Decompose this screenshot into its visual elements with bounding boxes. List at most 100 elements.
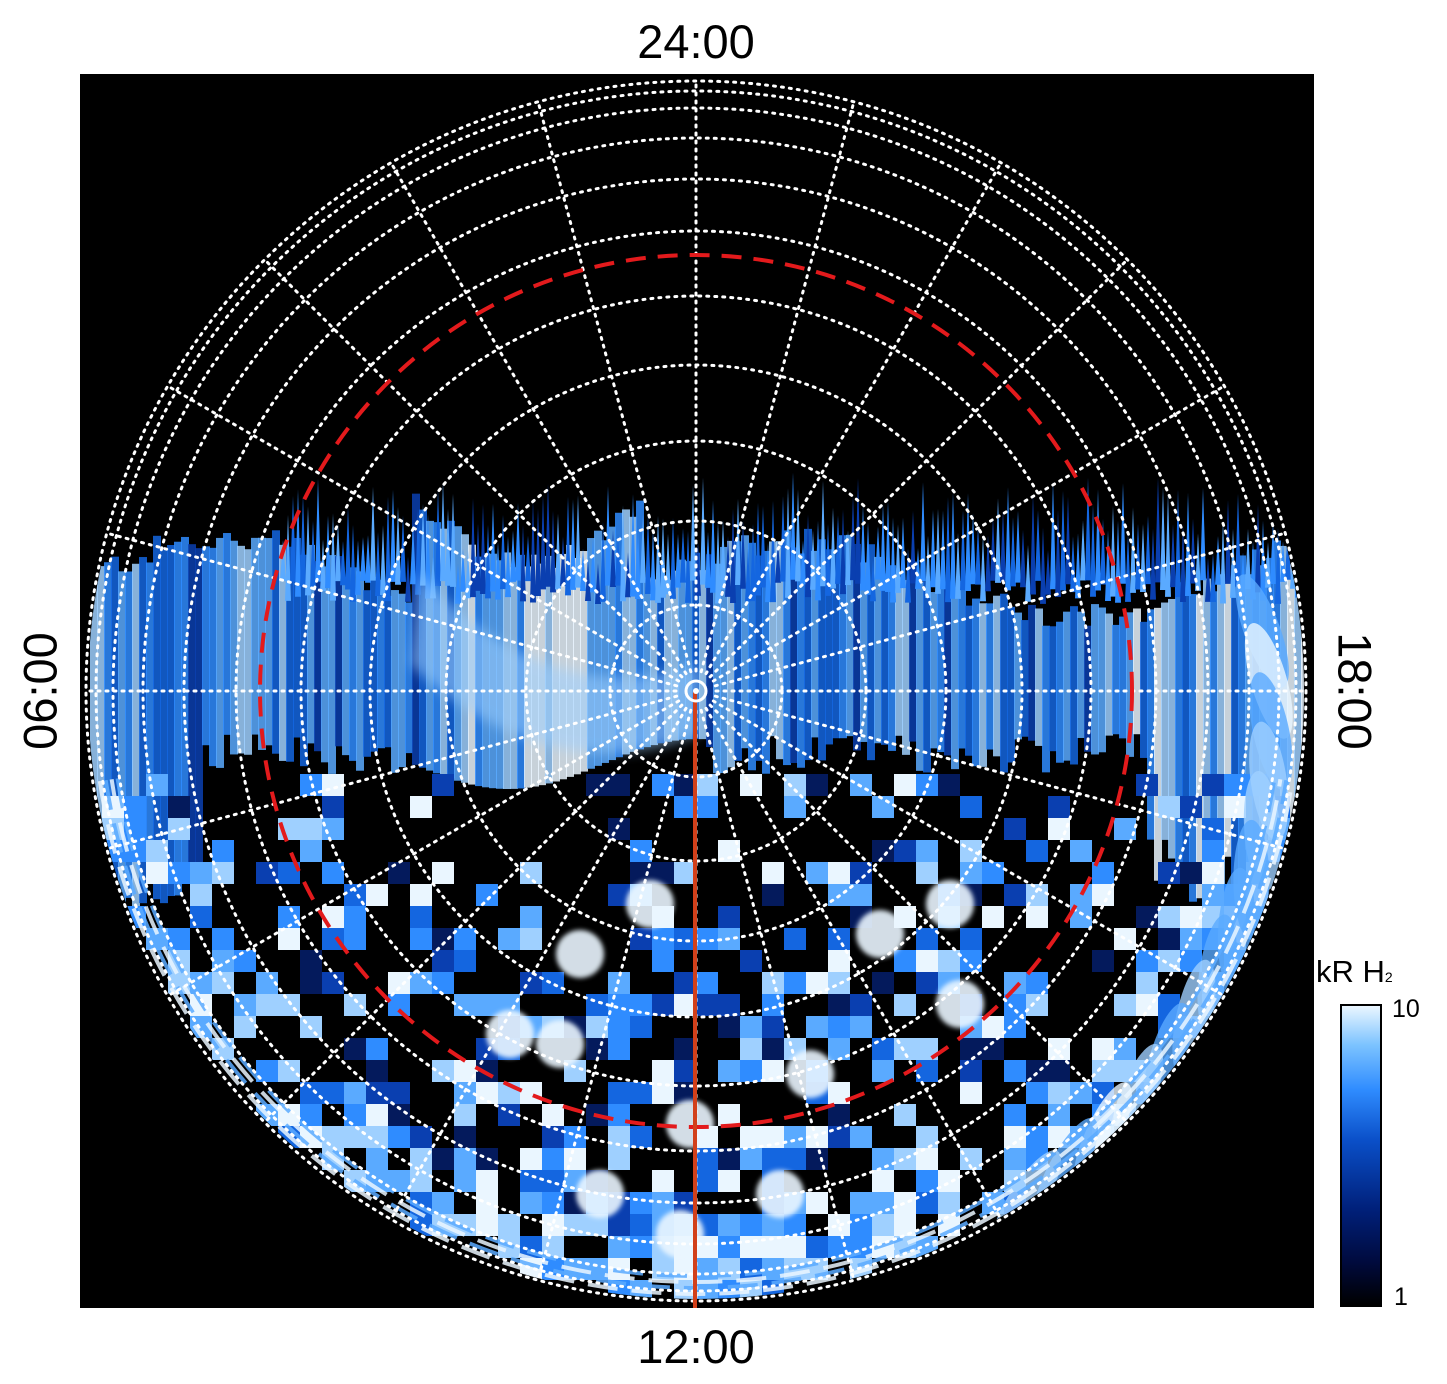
emission-streak	[573, 557, 581, 775]
emission-spike	[1255, 504, 1261, 593]
emission-streak	[1070, 606, 1078, 765]
emission-patch	[1048, 818, 1070, 840]
emission-patch	[1158, 796, 1180, 818]
emission-streak	[244, 549, 252, 755]
emission-spike	[725, 535, 731, 597]
emission-patch	[322, 774, 344, 796]
emission-patch	[586, 994, 608, 1016]
emission-streak	[1245, 574, 1253, 850]
emission-streak	[279, 544, 287, 761]
emission-patch	[322, 928, 344, 950]
emission-streak	[1301, 546, 1304, 914]
emission-spike	[845, 530, 851, 585]
emission-spike	[945, 497, 951, 603]
meridian-line	[713, 694, 1287, 851]
emission-patch	[344, 1082, 366, 1104]
emission-spike	[745, 548, 751, 602]
emission-spike	[1070, 536, 1076, 593]
emission-patch	[916, 862, 938, 884]
emission-streak	[300, 554, 308, 767]
emission-spike	[520, 524, 526, 602]
emission-patch	[476, 1214, 498, 1236]
emission-patch	[982, 1016, 1004, 1038]
emission-patch	[520, 972, 542, 994]
emission-streak	[1147, 609, 1155, 840]
emission-patch	[784, 774, 806, 796]
emission-spike	[360, 537, 366, 581]
emission-spike	[480, 504, 486, 595]
emission-patch	[674, 1038, 696, 1060]
emission-spike	[525, 535, 531, 582]
emission-spike	[860, 505, 866, 591]
emission-patch	[652, 1170, 674, 1192]
emission-streak	[944, 581, 952, 756]
emission-patch	[828, 1016, 850, 1038]
emission-patch	[300, 840, 322, 862]
emission-spike	[830, 507, 836, 589]
emission-patch	[454, 1060, 476, 1082]
emission-patch	[454, 994, 476, 1016]
emission-patch	[322, 972, 344, 994]
meridian-line	[166, 699, 681, 998]
emission-patch	[828, 972, 850, 994]
emission-patch	[1158, 928, 1180, 950]
emission-spike	[670, 517, 676, 599]
emission-spike	[1150, 528, 1156, 600]
emission-streak	[363, 590, 371, 757]
emission-patch	[300, 950, 322, 972]
emission-streak	[783, 530, 791, 766]
emission-spike	[1275, 527, 1281, 604]
emission-patch	[212, 862, 234, 884]
emission-patch	[916, 928, 938, 950]
emission-patch	[718, 994, 740, 1016]
emission-streak	[1196, 595, 1204, 899]
emission-streak	[160, 549, 168, 904]
emission-streak	[1014, 612, 1022, 740]
emission-spike	[1165, 493, 1171, 597]
emission-patch	[872, 796, 894, 818]
emission-patch	[454, 1170, 476, 1192]
emission-streak	[804, 528, 812, 761]
emission-patch	[1136, 994, 1158, 1016]
emission-patch	[718, 1170, 740, 1192]
emission-patch	[432, 950, 454, 972]
emission-patch	[344, 884, 366, 906]
emission-patch	[674, 1060, 696, 1082]
emission-streak	[1042, 625, 1050, 773]
bright-patch	[626, 880, 674, 928]
emission-patch	[1202, 840, 1224, 862]
emission-streak	[790, 547, 798, 763]
emission-streak	[678, 559, 686, 740]
emission-patch	[762, 1148, 784, 1170]
emission-streak	[832, 553, 840, 739]
emission-patch	[1004, 1060, 1026, 1082]
emission-patch	[1158, 862, 1180, 884]
emission-patch	[872, 1214, 894, 1236]
emission-spike	[1015, 510, 1021, 583]
emission-patch	[806, 972, 828, 994]
local-time-label-midnight: 24:00	[637, 15, 755, 68]
emission-patch	[168, 928, 190, 950]
bright-patch	[536, 1020, 584, 1068]
emission-spike	[1235, 493, 1241, 587]
emission-spike	[755, 502, 761, 596]
emission-streak	[762, 550, 770, 774]
emission-patch	[850, 1126, 872, 1148]
emission-spike	[660, 518, 666, 598]
bright-patch	[926, 880, 974, 928]
emission-patch	[630, 928, 652, 950]
emission-patch	[630, 862, 652, 884]
emission-patch	[894, 1148, 916, 1170]
emission-streak	[923, 581, 931, 773]
emission-spike	[495, 541, 501, 600]
emission-spike	[930, 509, 936, 588]
emission-spike	[910, 510, 916, 584]
emission-streak	[1035, 608, 1043, 746]
meridian-line	[708, 703, 1129, 1124]
latitude-circle	[84, 79, 1308, 1303]
emission-patch	[608, 1148, 630, 1170]
emission-spike	[590, 537, 596, 593]
emission-patch	[784, 1236, 806, 1258]
emission-patch	[652, 994, 674, 1016]
emission-streak	[1112, 624, 1120, 735]
